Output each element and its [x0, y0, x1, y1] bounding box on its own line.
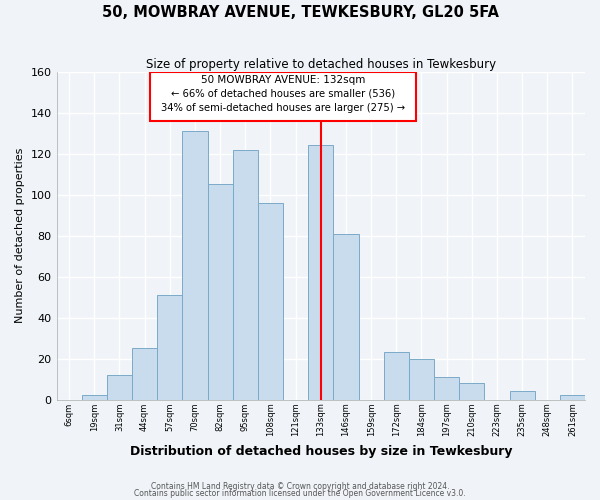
Bar	[560, 396, 585, 400]
Bar	[258, 203, 283, 400]
FancyBboxPatch shape	[149, 72, 416, 121]
Bar	[82, 396, 107, 400]
Bar	[459, 383, 484, 400]
Bar	[383, 352, 409, 400]
Bar	[107, 375, 132, 400]
Text: Contains public sector information licensed under the Open Government Licence v3: Contains public sector information licen…	[134, 489, 466, 498]
Bar	[157, 295, 182, 400]
Bar	[509, 392, 535, 400]
Text: Contains HM Land Registry data © Crown copyright and database right 2024.: Contains HM Land Registry data © Crown c…	[151, 482, 449, 491]
Bar	[132, 348, 157, 400]
Y-axis label: Number of detached properties: Number of detached properties	[15, 148, 25, 324]
Bar	[308, 146, 334, 400]
Bar	[233, 150, 258, 400]
Bar	[182, 131, 208, 400]
Bar	[409, 358, 434, 400]
Text: 50, MOWBRAY AVENUE, TEWKESBURY, GL20 5FA: 50, MOWBRAY AVENUE, TEWKESBURY, GL20 5FA	[101, 5, 499, 20]
Bar	[434, 377, 459, 400]
Bar	[334, 234, 359, 400]
Title: Size of property relative to detached houses in Tewkesbury: Size of property relative to detached ho…	[146, 58, 496, 70]
Bar	[208, 184, 233, 400]
Text: 50 MOWBRAY AVENUE: 132sqm: 50 MOWBRAY AVENUE: 132sqm	[201, 74, 365, 85]
X-axis label: Distribution of detached houses by size in Tewkesbury: Distribution of detached houses by size …	[130, 444, 512, 458]
Text: 34% of semi-detached houses are larger (275) →: 34% of semi-detached houses are larger (…	[161, 103, 405, 113]
Text: ← 66% of detached houses are smaller (536): ← 66% of detached houses are smaller (53…	[171, 89, 395, 99]
